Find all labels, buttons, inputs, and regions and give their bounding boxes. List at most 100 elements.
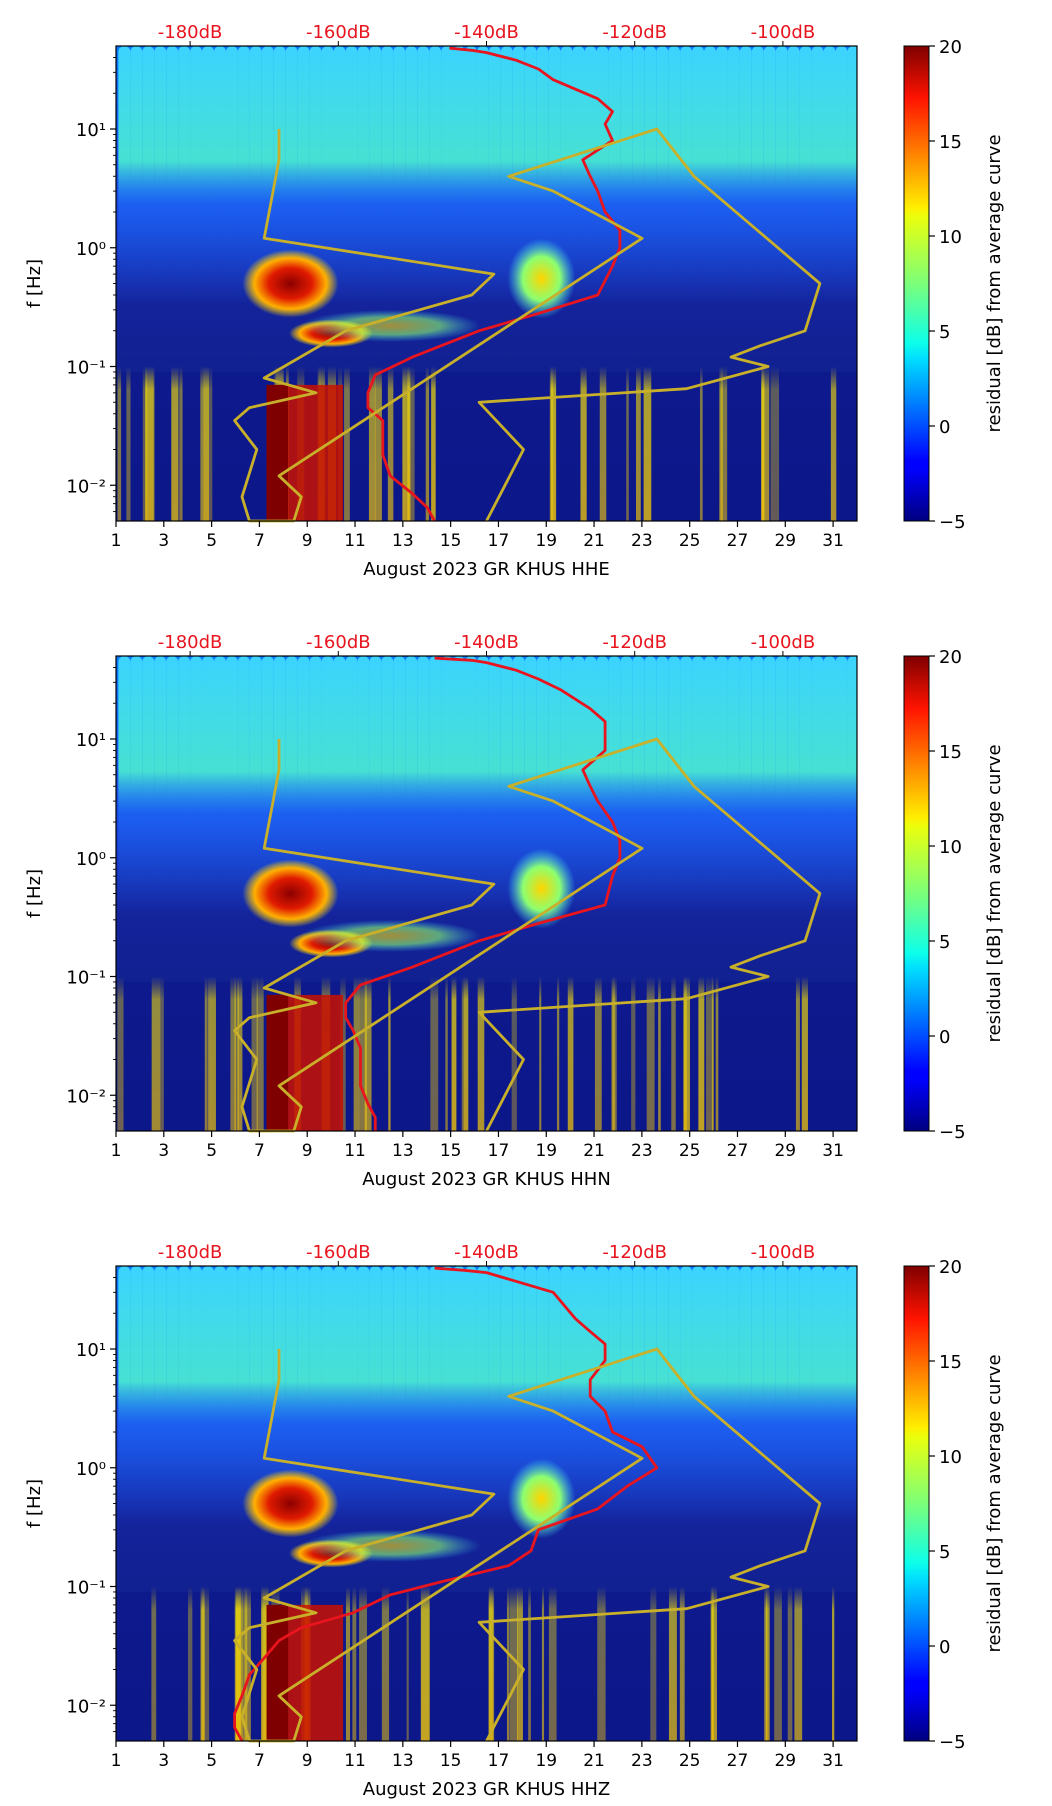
long-period-burst — [679, 1586, 685, 1741]
diurnal-streak — [464, 1266, 477, 1522]
diurnal-streak — [739, 1266, 752, 1522]
colorbar-tick-label: 20 — [939, 647, 962, 668]
long-period-burst — [430, 976, 439, 1131]
x-tick-label: 27 — [727, 1751, 749, 1771]
diurnal-streak — [811, 1266, 824, 1522]
diurnal-streak — [213, 46, 226, 302]
colorbar-tick-label: 10 — [939, 1447, 962, 1468]
diurnal-streak — [847, 46, 857, 302]
long-period-burst — [381, 1586, 390, 1741]
top-db-label: -100dB — [751, 632, 816, 653]
long-period-burst — [541, 1586, 545, 1741]
long-period-burst — [509, 1586, 518, 1741]
diurnal-streak — [703, 656, 716, 912]
diurnal-streak — [668, 46, 681, 302]
x-tick-label: 21 — [583, 1751, 605, 1771]
microseism-storm — [242, 859, 339, 928]
diurnal-streak — [393, 46, 406, 302]
x-tick-label: 15 — [440, 531, 462, 551]
diurnal-streak — [178, 656, 191, 912]
x-tick-label: 17 — [488, 1141, 510, 1161]
top-db-label: -140dB — [454, 632, 519, 653]
colorbar-tick-label: 0 — [939, 1027, 950, 1048]
long-period-burst — [668, 1586, 677, 1741]
long-period-burst — [445, 976, 448, 1131]
diurnal-streak — [775, 1266, 788, 1522]
diurnal-streak — [632, 656, 645, 912]
x-tick-label: 3 — [158, 531, 169, 551]
diurnal-streak — [297, 1266, 310, 1522]
average-psd-curve — [366, 46, 622, 522]
diurnal-streak — [680, 656, 693, 912]
diurnal-streak — [130, 1266, 143, 1522]
diurnal-streak — [166, 46, 179, 302]
diurnal-streak — [142, 656, 155, 912]
long-period-burst — [263, 1586, 269, 1741]
long-period-burst — [528, 1586, 531, 1741]
average-psd-curve — [344, 656, 622, 1131]
long-period-burst — [612, 976, 617, 1131]
x-tick-label: 15 — [440, 1751, 462, 1771]
y-tick-label: 10¹ — [76, 730, 106, 751]
long-period-burst — [237, 976, 243, 1131]
x-tick-label: 31 — [822, 1751, 844, 1771]
x-tick-label: 25 — [679, 531, 701, 551]
colorbar-label: residual [dB] from average curve — [984, 744, 1005, 1042]
diurnal-streak — [345, 656, 358, 912]
long-period-burst — [200, 366, 210, 521]
colorbar-tick-label: 15 — [939, 742, 962, 763]
diurnal-streak — [285, 46, 298, 302]
diurnal-streak — [225, 656, 238, 912]
diurnal-streak — [847, 1266, 857, 1522]
diurnal-streak — [381, 1266, 394, 1522]
colorbar-label: residual [dB] from average curve — [984, 134, 1005, 432]
microseism-blob — [507, 238, 576, 319]
low-frequency-band — [116, 981, 857, 1131]
diurnal-streak — [225, 1266, 238, 1522]
long-period-burst — [230, 976, 237, 1131]
long-period-burst — [511, 976, 517, 1131]
event-core — [266, 1604, 289, 1741]
long-period-burst — [425, 366, 430, 521]
diurnal-streak — [727, 46, 740, 302]
diurnal-streak — [596, 1266, 609, 1522]
diurnal-streak — [787, 656, 800, 912]
diurnal-streak — [345, 1266, 358, 1522]
top-db-label: -180dB — [158, 1242, 223, 1263]
long-period-burst — [402, 366, 407, 521]
diurnal-streak — [680, 1266, 693, 1522]
diurnal-streak — [441, 656, 454, 912]
diurnal-streak — [333, 1266, 346, 1522]
x-tick-label: 11 — [344, 1751, 366, 1771]
long-period-burst — [715, 976, 719, 1131]
diurnal-streak — [775, 656, 788, 912]
long-period-burst — [671, 976, 676, 1131]
diurnal-streak — [249, 656, 262, 912]
diurnal-streak — [835, 46, 848, 302]
long-period-burst — [406, 1586, 409, 1741]
long-period-burst — [256, 976, 264, 1131]
long-period-burst — [345, 1586, 351, 1741]
microseism-blob — [507, 848, 576, 929]
diurnal-streak — [751, 46, 764, 302]
diurnal-streak — [811, 46, 824, 302]
diurnal-streak — [548, 1266, 561, 1522]
x-tick-label: 13 — [392, 1141, 414, 1161]
x-tick-label: 21 — [583, 531, 605, 551]
x-tick-label: 19 — [535, 1141, 557, 1161]
long-period-burst — [597, 1586, 606, 1741]
diurnal-streak — [644, 1266, 657, 1522]
diurnal-streak — [237, 656, 250, 912]
diurnal-streak — [596, 656, 609, 912]
diurnal-streak — [213, 656, 226, 912]
diurnal-streak — [847, 656, 857, 912]
long-period-burst — [698, 976, 705, 1131]
y-tick-label: 10¹ — [76, 1340, 106, 1361]
y-axis-title: f [Hz] — [24, 259, 45, 308]
long-period-burst — [353, 976, 360, 1131]
diurnal-streak — [476, 656, 489, 912]
long-period-burst — [832, 1586, 835, 1741]
y-tick-label: 10⁻² — [66, 1696, 106, 1717]
top-db-label: -120dB — [602, 632, 667, 653]
